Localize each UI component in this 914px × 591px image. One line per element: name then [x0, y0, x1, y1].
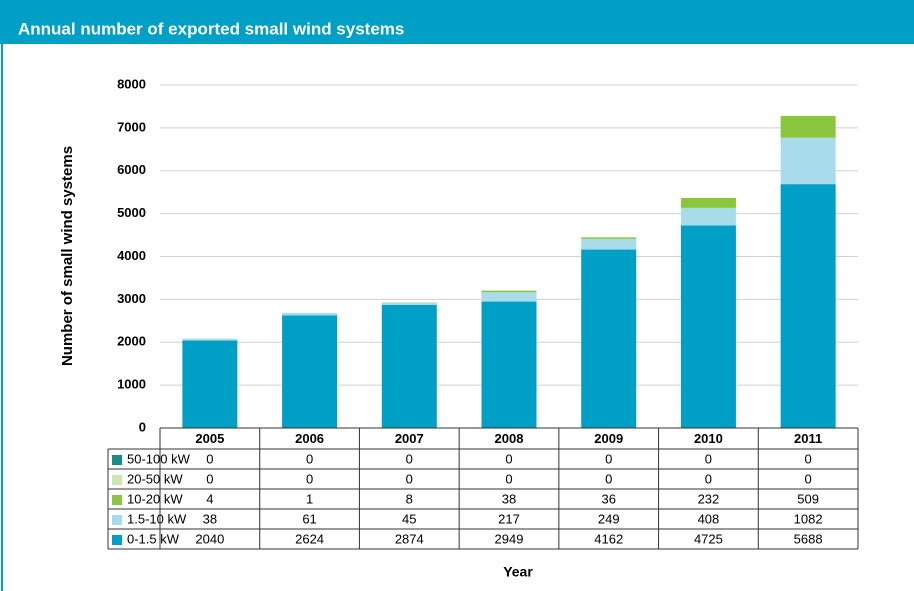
header-bar [0, 0, 914, 44]
table-value: 217 [498, 511, 520, 526]
legend-label: 1.5-10 kW [127, 511, 187, 526]
y-tick-label: 4000 [117, 248, 146, 263]
legend-label: 0-1.5 kW [127, 531, 180, 546]
y-tick-label: 7000 [117, 119, 146, 134]
table-value: 2874 [395, 531, 424, 546]
legend-swatch [112, 535, 122, 545]
table-value: 45 [402, 511, 416, 526]
legend-swatch [112, 495, 122, 505]
bar-segment [182, 340, 238, 428]
bar-segment [680, 197, 736, 208]
table-value: 509 [797, 491, 819, 506]
y-tick-label: 3000 [117, 291, 146, 306]
table-value: 408 [698, 511, 720, 526]
table-value: 0 [505, 471, 512, 486]
table-value: 36 [601, 491, 615, 506]
table-value: 0 [705, 471, 712, 486]
table-value: 0 [605, 471, 612, 486]
table-value: 0 [206, 471, 213, 486]
table-value: 0 [805, 451, 812, 466]
bar-segment [182, 338, 238, 341]
table-value: 0 [206, 451, 213, 466]
legend-label: 50-100 kW [127, 451, 191, 466]
bar-segment [581, 249, 637, 428]
bar-segment [481, 290, 537, 293]
x-tick-label: 2006 [295, 431, 324, 446]
bar-segment [282, 312, 338, 316]
bar-segment [481, 301, 537, 428]
table-value: 5688 [794, 531, 823, 546]
table-value: 0 [406, 471, 413, 486]
table-value: 61 [302, 511, 316, 526]
table-value: 38 [203, 511, 217, 526]
legend-label: 20-50 kW [127, 471, 183, 486]
chart-title: Annual number of exported small wind sys… [18, 19, 404, 38]
bar-segment [780, 184, 836, 428]
bar-segment [780, 115, 836, 138]
bar-segment [581, 238, 637, 250]
table-value: 0 [705, 451, 712, 466]
table-value: 38 [502, 491, 516, 506]
table-value: 1 [306, 491, 313, 506]
bar-segment [780, 137, 836, 185]
bar-segment [282, 315, 338, 428]
table-value: 249 [598, 511, 620, 526]
table-value: 2624 [295, 531, 324, 546]
table-value: 8 [406, 491, 413, 506]
y-tick-label: 6000 [117, 162, 146, 177]
table-value: 2949 [495, 531, 524, 546]
x-tick-label: 2007 [395, 431, 424, 446]
table-value: 0 [505, 451, 512, 466]
table-value: 0 [306, 471, 313, 486]
table-value: 232 [698, 491, 720, 506]
y-tick-label: 0 [139, 419, 146, 434]
bar-segment [481, 292, 537, 302]
table-value: 0 [605, 451, 612, 466]
bar-segment [381, 302, 437, 305]
table-value: 4 [206, 491, 213, 506]
x-tick-label: 2008 [495, 431, 524, 446]
x-tick-label: 2011 [794, 431, 822, 446]
bar-segment [680, 225, 736, 428]
legend-swatch [112, 515, 122, 525]
legend-label: 10-20 kW [127, 491, 183, 506]
y-tick-label: 1000 [117, 377, 146, 392]
legend-swatch [112, 455, 122, 465]
x-tick-label: 2009 [594, 431, 623, 446]
table-value: 0 [805, 471, 812, 486]
bar-segment [381, 304, 437, 428]
x-tick-label: 2010 [694, 431, 723, 446]
table-value: 4162 [594, 531, 623, 546]
x-tick-label: 2005 [195, 431, 224, 446]
bar-segment [680, 207, 736, 226]
legend-swatch [112, 475, 122, 485]
bar-segment [581, 237, 637, 239]
y-tick-label: 5000 [117, 205, 146, 220]
table-value: 1082 [794, 511, 823, 526]
x-axis-label: Year [503, 564, 533, 580]
table-value: 0 [406, 451, 413, 466]
y-tick-label: 2000 [117, 334, 146, 349]
table-value: 0 [306, 451, 313, 466]
y-axis-label: Number of small wind systems [59, 146, 76, 366]
y-tick-label: 8000 [117, 76, 146, 91]
table-value: 2040 [195, 531, 224, 546]
table-value: 4725 [694, 531, 723, 546]
